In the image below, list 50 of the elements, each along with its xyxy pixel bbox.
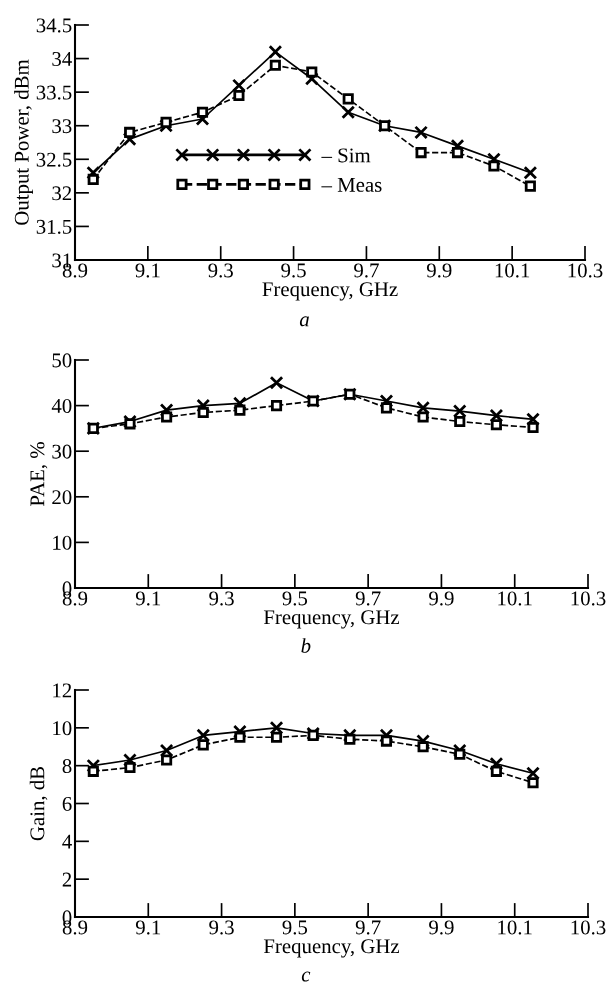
x-axis-title: Frequency, GHz <box>263 610 400 629</box>
y-tick-label: 30 <box>52 444 72 459</box>
x-tick-label: 9.3 <box>209 591 234 606</box>
y-tick-label: 33.5 <box>36 85 72 100</box>
y-tick-label: 2 <box>62 872 72 887</box>
y-tick-label: 33 <box>52 119 72 134</box>
text: b <box>301 638 311 653</box>
x-tick-label: 10.3 <box>571 591 606 606</box>
y-axis-title: Gain, dB <box>29 766 48 841</box>
x-axis-title: Frequency, GHz <box>263 939 400 958</box>
x-tick-label: 10.3 <box>568 263 603 278</box>
x-tick-label: 10.1 <box>498 920 532 935</box>
x-tick-label: 9.9 <box>426 263 452 278</box>
text: a <box>299 316 309 327</box>
y-tick-label: 10 <box>53 721 72 736</box>
y-tick-label: 50 <box>52 353 72 368</box>
y-tick-label: 40 <box>51 398 72 414</box>
y-axis-title: Output Power, dBm <box>14 59 33 225</box>
y-tick-label: 8 <box>62 759 72 774</box>
y-axis-title: PAE, % <box>30 442 48 507</box>
legend-label: – Meas <box>321 178 382 192</box>
x-tick-label: 9.5 <box>281 263 306 278</box>
x-tick-label: 9.1 <box>135 263 160 278</box>
y-tick-label: 32 <box>52 186 72 201</box>
y-tick-label: 32.5 <box>36 152 72 167</box>
y-tick-label: 12 <box>53 683 72 698</box>
x-tick-label: 9.1 <box>135 591 161 606</box>
x-tick-label: 9.3 <box>209 920 234 935</box>
x-tick-label: 9.5 <box>282 920 308 935</box>
y-tick-label: 20 <box>52 490 72 505</box>
y-tick-label: 10 <box>53 535 72 550</box>
legend-label: – Sim <box>321 148 371 163</box>
x-tick-label: 10.1 <box>495 263 530 278</box>
x-tick-label: 9.3 <box>208 263 233 278</box>
x-tick-label: 9.9 <box>429 591 454 606</box>
y-tick-label: 34 <box>52 52 72 66</box>
x-axis-title: Frequency, GHz <box>262 282 398 301</box>
x-tick-label: 9.7 <box>354 263 379 278</box>
text: c <box>301 971 311 982</box>
x-tick-label: 9.1 <box>135 920 161 935</box>
x-tick-label: 9.7 <box>355 591 381 606</box>
x-tick-label: 9.7 <box>355 920 381 935</box>
x-tick-label: 9.9 <box>429 920 454 935</box>
y-tick-label: 31.5 <box>36 219 72 234</box>
x-tick-label: 10.3 <box>571 920 606 935</box>
y-tick-label: 6 <box>62 796 72 811</box>
x-tick-label: 10.1 <box>498 591 532 606</box>
x-tick-label: 9.5 <box>282 591 308 606</box>
y-tick-label: 34.5 <box>36 18 72 33</box>
y-tick-label: 4 <box>62 834 72 849</box>
